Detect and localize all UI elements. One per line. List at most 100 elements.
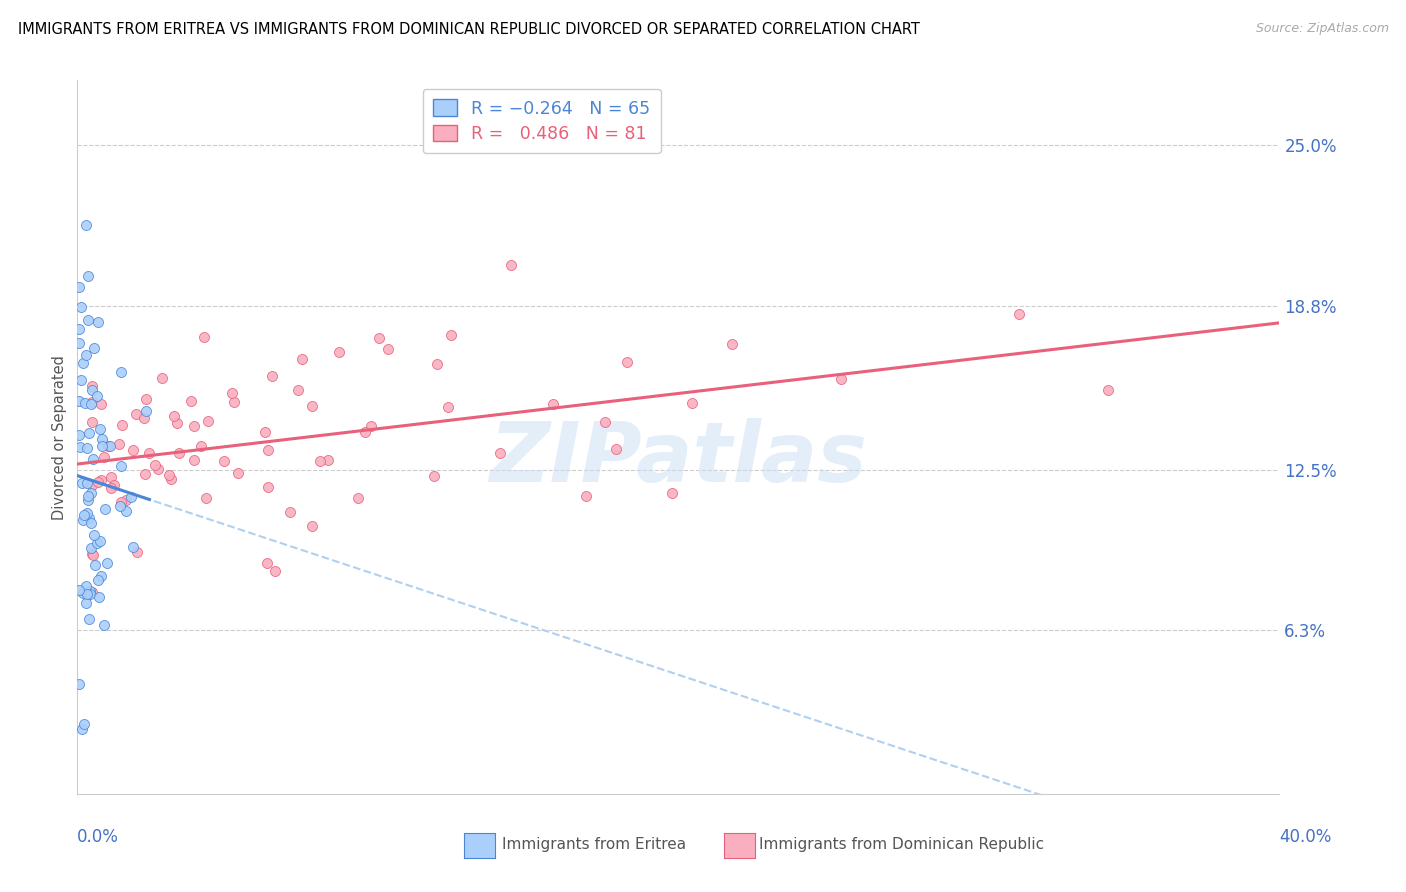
Point	[110, 365, 132, 379]
Point	[67, 393, 90, 408]
Point	[97, 439, 120, 453]
Point	[86, 535, 108, 549]
Point	[489, 446, 512, 460]
Point	[221, 385, 243, 400]
Point	[67, 280, 90, 294]
Point	[80, 541, 103, 555]
Point	[108, 437, 131, 451]
Point	[77, 268, 100, 283]
Point	[67, 582, 90, 597]
Point	[72, 513, 94, 527]
Point	[79, 510, 101, 524]
Point	[80, 384, 103, 398]
Point	[90, 473, 112, 487]
Point	[143, 458, 166, 472]
Point	[157, 468, 180, 483]
Point	[287, 383, 309, 397]
Point	[661, 486, 683, 500]
Point	[82, 395, 104, 409]
Point	[195, 491, 218, 505]
Point	[256, 480, 278, 494]
Point	[100, 470, 122, 484]
Point	[80, 485, 103, 500]
Point	[278, 505, 301, 519]
Point	[436, 400, 458, 414]
Point	[122, 443, 145, 458]
Point	[75, 218, 97, 232]
Point	[616, 355, 638, 369]
Point	[166, 417, 188, 431]
Point	[96, 556, 118, 570]
Point	[260, 368, 283, 383]
Point	[76, 506, 98, 520]
Point	[91, 432, 114, 446]
Text: Source: ZipAtlas.com: Source: ZipAtlas.com	[1256, 22, 1389, 36]
Text: ZIPatlas: ZIPatlas	[489, 418, 868, 499]
Point	[183, 453, 205, 467]
Point	[73, 508, 96, 523]
Point	[830, 372, 852, 386]
Point	[87, 573, 110, 587]
Point	[257, 443, 280, 458]
Point	[254, 425, 277, 440]
Point	[256, 556, 278, 570]
Point	[163, 409, 186, 424]
Point	[125, 545, 148, 559]
Point	[98, 439, 121, 453]
Point	[122, 541, 145, 555]
Point	[440, 328, 463, 343]
Point	[82, 415, 104, 429]
Point	[100, 481, 122, 495]
Point	[423, 469, 446, 483]
Point	[681, 396, 703, 410]
Point	[70, 475, 93, 490]
Point	[79, 516, 101, 531]
Point	[86, 389, 108, 403]
Point	[77, 489, 100, 503]
Point	[83, 528, 105, 542]
Point	[228, 466, 250, 480]
Point	[134, 467, 156, 481]
Point	[87, 590, 110, 604]
Point	[360, 418, 382, 433]
Text: IMMIGRANTS FROM ERITREA VS IMMIGRANTS FROM DOMINICAN REPUBLIC DIVORCED OR SEPARA: IMMIGRANTS FROM ERITREA VS IMMIGRANTS FR…	[18, 22, 920, 37]
Point	[605, 442, 627, 457]
Point	[197, 414, 219, 428]
Y-axis label: Divorced or Separated: Divorced or Separated	[52, 355, 67, 519]
Point	[1097, 383, 1119, 397]
Point	[72, 357, 94, 371]
Point	[82, 452, 104, 467]
Point	[124, 407, 146, 421]
Point	[80, 397, 103, 411]
Point	[82, 585, 104, 599]
Point	[291, 352, 314, 367]
Point	[103, 478, 125, 492]
Point	[347, 491, 370, 506]
Point	[67, 428, 90, 442]
Point	[150, 370, 173, 384]
Point	[75, 579, 97, 593]
Point	[75, 348, 97, 362]
Point	[76, 492, 98, 507]
Point	[301, 518, 323, 533]
Point	[79, 587, 101, 601]
Point	[190, 440, 212, 454]
Point	[193, 330, 215, 344]
Point	[89, 533, 111, 548]
Point	[301, 400, 323, 414]
Point	[93, 502, 115, 516]
Point	[114, 504, 136, 518]
Point	[167, 445, 190, 459]
Point	[82, 478, 104, 492]
Point	[1008, 307, 1031, 321]
Point	[264, 564, 287, 578]
Point	[89, 569, 111, 583]
Point	[183, 419, 205, 434]
Point	[77, 612, 100, 626]
Point	[79, 584, 101, 599]
Point	[82, 378, 104, 392]
Point	[110, 459, 132, 474]
Point	[76, 475, 98, 490]
Point	[318, 453, 340, 467]
Point	[309, 454, 332, 468]
